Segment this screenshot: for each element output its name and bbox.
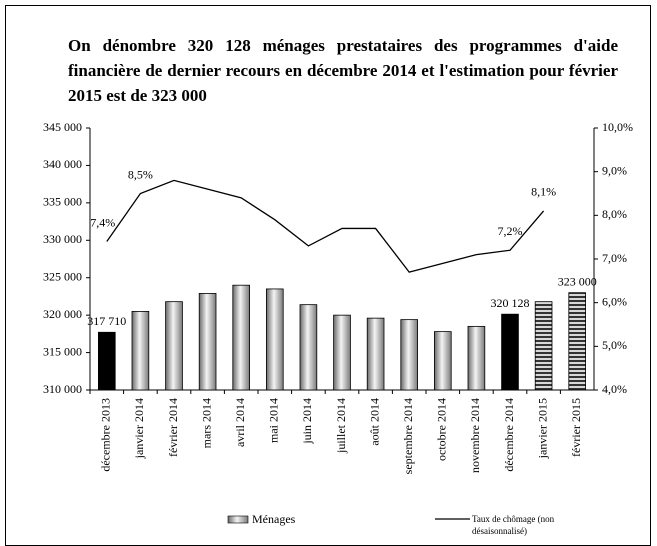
line — [106, 179, 545, 273]
chart-title: On dénombre 320 128 ménages prestataires… — [68, 36, 618, 105]
x-tick-label: décembre 2013 — [99, 398, 113, 472]
x-tick-label: janvier 2014 — [132, 398, 146, 459]
bar — [534, 301, 553, 391]
y2-tick-label: 9,0% — [602, 163, 627, 177]
y2-tick-label: 8,0% — [602, 207, 627, 221]
data-label: 7,4% — [90, 215, 115, 229]
bar — [299, 304, 318, 391]
legend-label: Taux de chômage (non désaisonnalisé) — [472, 514, 555, 536]
y2-tick-label: 10,0% — [602, 120, 633, 134]
bar — [568, 292, 586, 391]
y-tick-label: 325 000 — [43, 269, 82, 283]
y2-tick-label: 5,0% — [602, 338, 627, 352]
data-label: 8,1% — [531, 185, 556, 199]
y-tick-label: 340 000 — [43, 157, 82, 171]
bar — [400, 319, 418, 391]
x-tick-label: mai 2014 — [267, 398, 281, 443]
y-tick-label: 345 000 — [43, 120, 82, 134]
x-tick-label: août 2014 — [367, 398, 381, 446]
x-tick-label: avril 2014 — [233, 398, 247, 447]
x-tick-label: janvier 2015 — [535, 398, 549, 459]
bar — [333, 314, 351, 391]
y2-tick-label: 4,0% — [602, 382, 627, 396]
data-label: 7,2% — [498, 224, 523, 238]
x-tick-label: octobre 2014 — [435, 398, 449, 461]
y2-tick-label: 7,0% — [602, 251, 627, 265]
x-tick-label: septembre 2014 — [401, 398, 415, 474]
y-tick-label: 315 000 — [43, 344, 82, 358]
y2-tick-label: 6,0% — [602, 294, 627, 308]
x-tick-label: juillet 2014 — [334, 398, 348, 454]
legend-swatch — [227, 515, 249, 524]
bar — [467, 325, 486, 391]
data-label: 320 128 — [491, 296, 530, 310]
y-tick-label: 320 000 — [43, 307, 82, 321]
bar — [198, 293, 217, 391]
y-tick-label: 310 000 — [43, 382, 82, 396]
data-label: 323 000 — [558, 274, 597, 288]
bar — [131, 310, 150, 391]
y-tick-label: 335 000 — [43, 195, 82, 209]
bar — [165, 301, 183, 391]
data-label: 8,5% — [128, 167, 153, 181]
legend-label: Ménages — [252, 512, 296, 526]
x-tick-label: novembre 2014 — [468, 398, 482, 473]
bar — [366, 317, 385, 391]
bar — [433, 331, 452, 391]
bar — [265, 288, 284, 391]
y-tick-label: 330 000 — [43, 232, 82, 246]
x-tick-label: décembre 2014 — [502, 398, 516, 472]
x-tick-label: février 2014 — [166, 398, 180, 457]
x-tick-label: mars 2014 — [199, 398, 213, 448]
x-tick-label: février 2015 — [569, 398, 583, 457]
bar — [501, 313, 519, 391]
bar — [98, 331, 116, 391]
bar — [232, 284, 251, 391]
x-tick-label: juin 2014 — [300, 398, 314, 445]
data-label: 317 710 — [87, 314, 126, 328]
